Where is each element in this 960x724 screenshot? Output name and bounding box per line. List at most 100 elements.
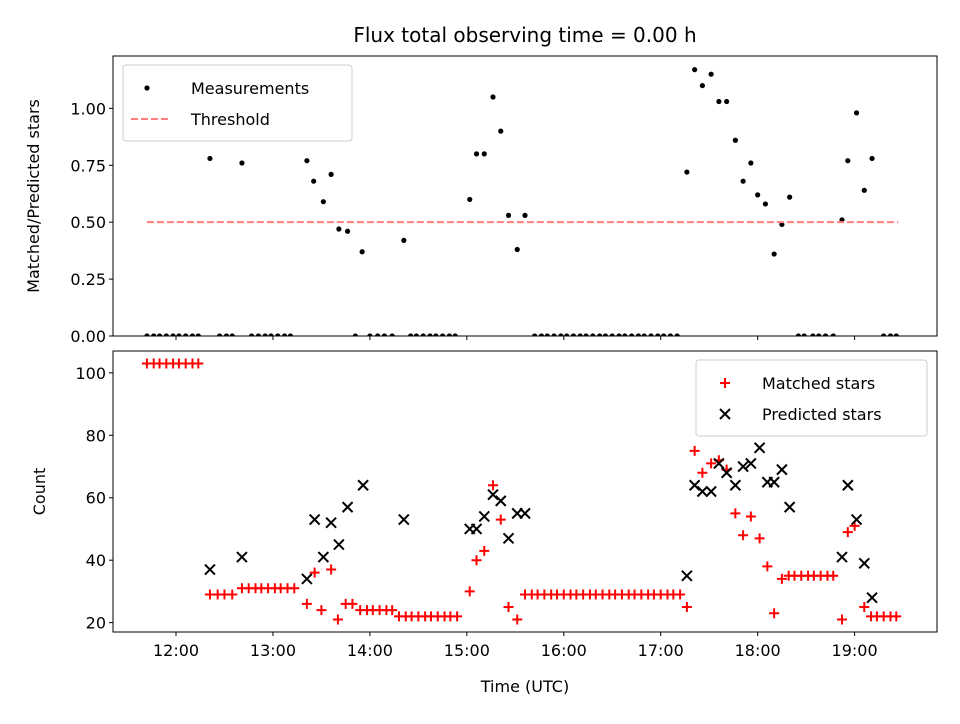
measurement-point — [635, 333, 642, 336]
measurement-point — [570, 333, 577, 336]
matched-star-point — [289, 583, 300, 594]
predicted-star-point — [713, 457, 725, 470]
measurement-point — [304, 158, 310, 164]
bottom-legend: Matched stars Predicted stars — [695, 359, 928, 437]
measurement-point — [359, 249, 365, 255]
measurement-point — [881, 333, 887, 336]
measurement-point — [771, 251, 777, 257]
measurement-point — [389, 333, 395, 336]
bottom-legend-handle-0 — [720, 378, 730, 388]
bottom-y-tick-label: 40 — [86, 551, 106, 570]
measurement-point — [408, 333, 414, 336]
measurement-point — [641, 333, 647, 336]
predicted-star-point — [783, 501, 796, 513]
top-legend-label: Threshold — [190, 110, 270, 129]
measurement-point — [183, 333, 189, 336]
bottom-legend-label: Matched stars — [762, 374, 875, 393]
measurement-point — [262, 333, 268, 336]
predicted-star-point — [341, 501, 354, 513]
measurement-point — [661, 333, 667, 336]
measurement-point — [732, 137, 738, 143]
predicted-star-point — [317, 551, 330, 563]
bottom-y-tick-label: 60 — [86, 489, 106, 508]
predicted-star-point — [502, 532, 515, 545]
measurement-point — [344, 228, 351, 234]
measurement-point — [667, 333, 674, 336]
x-tick-label: 18:00 — [735, 641, 781, 660]
measurement-point — [367, 333, 373, 336]
bottom-y-tick-label: 80 — [86, 426, 106, 445]
predicted-star-point — [398, 513, 410, 526]
predicted-star-point — [842, 479, 854, 491]
matched-star-point — [326, 564, 337, 575]
measurement-point — [755, 192, 761, 198]
measurement-point — [176, 333, 182, 336]
measurement-point — [822, 333, 829, 336]
matched-star-point — [842, 527, 853, 538]
matched-star-point — [227, 589, 238, 600]
measurement-point — [762, 201, 769, 207]
measurement-point — [375, 333, 381, 336]
measurement-point — [275, 333, 281, 336]
top-subplot: 0.00 0.25 0.50 0.75 1.00 Matched/Predicted st… — [24, 55, 938, 346]
measurement-point — [473, 151, 480, 157]
bottom-y-axis-label: Count — [30, 468, 49, 516]
matched-star-point — [681, 602, 692, 613]
matched-star-point — [495, 514, 506, 525]
predicted-star-point — [753, 442, 766, 454]
top-axes-frame — [112, 55, 938, 337]
measurement-point — [648, 333, 654, 336]
predicted-star-point — [768, 476, 780, 488]
predicted-star-point — [301, 573, 313, 585]
bottom-y-tick-label: 100 — [75, 364, 106, 383]
measurement-point — [622, 333, 628, 336]
measurement-point — [505, 212, 512, 218]
x-tick-label: 14:00 — [347, 641, 393, 660]
bottom-axes-frame — [112, 350, 938, 633]
predicted-star-point — [696, 485, 709, 498]
top-y-tick-label: 0.75 — [70, 156, 106, 175]
measurement-point — [446, 333, 452, 336]
measurement-point — [522, 212, 528, 218]
matched-star-point — [332, 614, 343, 625]
measurement-point — [255, 333, 262, 336]
measurement-point — [674, 333, 680, 336]
measurement-point — [144, 333, 150, 336]
matched-star-point — [479, 545, 490, 556]
top-y-tick-label: 0.50 — [70, 213, 106, 232]
matched-star-point — [193, 358, 204, 369]
measurement-point — [328, 171, 334, 177]
measurement-point — [249, 333, 255, 336]
measurement-point — [281, 333, 288, 336]
measurement-point — [629, 333, 635, 336]
predicted-star-point — [705, 485, 717, 498]
matched-star-point — [488, 480, 499, 491]
measurement-point — [239, 160, 245, 166]
matched-star-point — [471, 555, 482, 566]
measurement-point — [655, 333, 661, 336]
predicted-star-point — [858, 557, 871, 570]
measurement-point — [170, 333, 176, 336]
matched-star-point — [738, 530, 749, 541]
measurement-point — [413, 333, 420, 336]
measurement-point — [699, 82, 706, 89]
top-legend-handle-0 — [144, 85, 150, 91]
predicted-star-point — [495, 495, 507, 507]
measurement-point — [684, 169, 690, 175]
measurement-point — [287, 333, 294, 336]
measurement-point — [816, 333, 822, 336]
matched-star-point — [828, 570, 839, 581]
matched-star-point — [776, 573, 787, 584]
matched-star-point — [754, 533, 765, 544]
measurement-point — [692, 67, 698, 73]
measurement-point — [558, 333, 564, 336]
matched-star-point — [697, 467, 708, 478]
matched-star-point — [762, 561, 773, 572]
measurement-point — [336, 226, 342, 232]
measurement-point — [223, 333, 230, 336]
matched-star-point — [464, 586, 475, 597]
top-y-tick-label: 1.00 — [70, 99, 106, 118]
top-y-tick-label: 0.25 — [70, 270, 106, 289]
x-axis-label: Time (UTC) — [480, 677, 569, 696]
x-tick-label: 13:00 — [250, 641, 296, 660]
